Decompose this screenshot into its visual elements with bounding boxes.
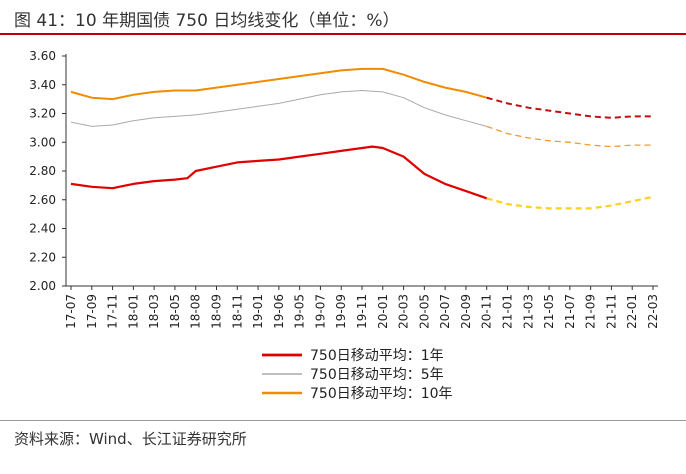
source-note: 资料来源：Wind、长江证券研究所 <box>14 430 247 448</box>
x-tick-label: 17-07 <box>64 294 78 329</box>
x-tick-label: 19-07 <box>313 294 327 329</box>
series-forecast-line-1y <box>486 195 654 210</box>
x-tick-label: 17-09 <box>85 294 99 329</box>
x-tick-label: 21-05 <box>542 294 556 329</box>
x-tick-label: 21-11 <box>604 294 618 329</box>
x-tick-label: 21-07 <box>563 294 577 329</box>
y-tick-label: 2.40 <box>29 222 56 236</box>
x-tick-label: 19-01 <box>251 294 265 329</box>
x-tick-label: 21-09 <box>584 294 598 329</box>
x-tick-label: 19-09 <box>334 294 348 329</box>
y-tick-label: 2.20 <box>29 250 56 264</box>
title-divider <box>0 33 686 35</box>
x-tick-label: 21-03 <box>521 294 535 329</box>
x-tick-label: 19-06 <box>272 294 286 329</box>
y-tick-label: 2.80 <box>29 164 56 178</box>
x-tick-label: 18-08 <box>189 294 203 329</box>
x-tick-label: 18-09 <box>210 294 224 329</box>
x-tick-label: 20-09 <box>459 294 473 329</box>
x-tick-label: 20-05 <box>417 294 431 329</box>
series-line-10y <box>70 67 487 101</box>
x-tick-label: 17-11 <box>106 294 120 329</box>
legend-label-5y: 750日移动平均：5年 <box>310 367 444 383</box>
y-tick-label: 3.60 <box>29 49 56 63</box>
series-forecast-line-10y <box>486 96 653 119</box>
x-tick-label: 22-01 <box>625 294 639 329</box>
y-tick-label: 3.20 <box>29 107 56 121</box>
source-divider <box>0 420 686 421</box>
series-line-5y <box>70 90 487 127</box>
x-tick-label: 21-01 <box>501 294 515 329</box>
y-tick-label: 3.40 <box>29 78 56 92</box>
legend-label-1y: 750日移动平均：1年 <box>310 348 444 364</box>
x-tick-label: 20-03 <box>397 294 411 329</box>
series-line-1y <box>70 145 488 200</box>
chart-title: 图 41：10 年期国债 750 日均线变化（单位：%） <box>14 11 400 31</box>
x-tick-label: 22-03 <box>646 294 660 329</box>
y-tick-label: 2.00 <box>29 279 56 293</box>
y-tick-label: 2.60 <box>29 193 56 207</box>
series-forecast-line-5y <box>486 125 653 148</box>
y-tick-label: 3.00 <box>29 135 56 149</box>
x-tick-label: 20-07 <box>438 294 452 329</box>
x-tick-label: 18-01 <box>126 294 140 329</box>
x-tick-label: 19-11 <box>355 294 369 329</box>
x-tick-label: 18-05 <box>168 294 182 329</box>
legend-label-10y: 750日移动平均：10年 <box>310 386 453 402</box>
x-tick-label: 18-03 <box>147 294 161 329</box>
x-tick-label: 18-11 <box>230 294 244 329</box>
x-tick-label: 20-11 <box>480 294 494 329</box>
x-tick-label: 19-05 <box>293 294 307 329</box>
x-tick-label: 20-01 <box>376 294 390 329</box>
